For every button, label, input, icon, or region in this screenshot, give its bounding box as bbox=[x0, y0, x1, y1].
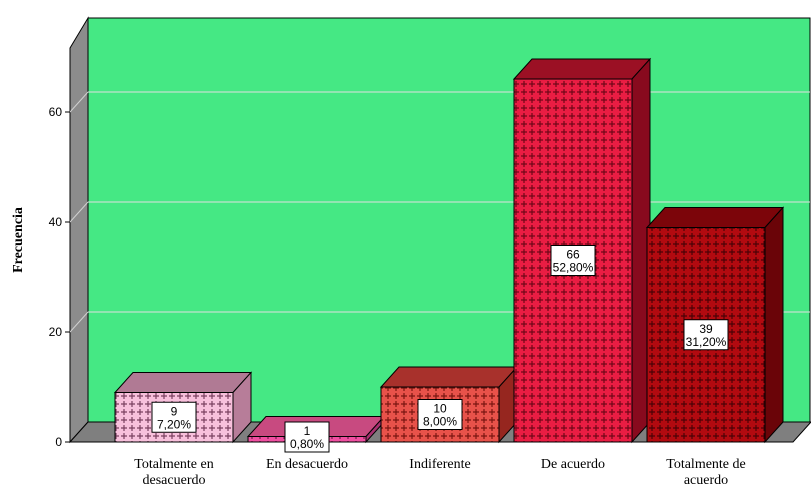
gridline-side bbox=[69, 311, 89, 333]
gridline-side bbox=[69, 91, 89, 113]
bar-4 bbox=[645, 206, 785, 444]
data-label-box bbox=[284, 421, 330, 453]
bar-side bbox=[764, 206, 784, 444]
x-category-label: Totalmente de bbox=[666, 457, 746, 472]
data-label-percent: 7,20% bbox=[157, 417, 191, 431]
y-tick-label: 0 bbox=[55, 435, 62, 449]
bar-top bbox=[113, 372, 253, 393]
y-tick-label: 40 bbox=[49, 215, 63, 229]
data-label-count: 9 bbox=[171, 404, 178, 418]
data-label-box bbox=[550, 245, 596, 276]
x-category-label: De acuerdo bbox=[541, 457, 605, 472]
data-label-count: 1 bbox=[304, 424, 311, 438]
y-tick-label: 60 bbox=[49, 105, 63, 119]
data-label-box bbox=[683, 319, 729, 351]
x-category-label: acuerdo bbox=[684, 473, 728, 488]
data-label: 10,80% bbox=[284, 421, 330, 453]
gridline-side bbox=[69, 201, 89, 223]
left-wall bbox=[69, 16, 89, 444]
x-category-label: Totalmente en bbox=[134, 457, 214, 472]
y-axis-title: Frecuencia bbox=[11, 207, 26, 273]
data-label-percent: 0,80% bbox=[290, 437, 324, 451]
x-category-label: Indiferente bbox=[409, 457, 470, 472]
bar-top bbox=[512, 58, 652, 80]
data-label-percent: 8,00% bbox=[423, 415, 457, 429]
data-label-box bbox=[151, 401, 197, 433]
bar-top bbox=[645, 207, 785, 228]
data-label-count: 66 bbox=[566, 248, 580, 262]
bar-top bbox=[379, 366, 519, 388]
y-tick-label: 20 bbox=[49, 325, 63, 339]
data-label: 108,00% bbox=[417, 399, 463, 430]
x-category-label: En desacuerdo bbox=[266, 457, 348, 472]
data-label-percent: 52,80% bbox=[553, 261, 594, 275]
data-label-percent: 31,20% bbox=[686, 335, 727, 349]
data-label-box bbox=[417, 399, 463, 430]
data-label-count: 10 bbox=[433, 402, 447, 416]
x-category-label: desacuerdo bbox=[143, 473, 206, 488]
data-label: 97,20% bbox=[151, 401, 197, 433]
data-label-count: 39 bbox=[699, 322, 713, 336]
